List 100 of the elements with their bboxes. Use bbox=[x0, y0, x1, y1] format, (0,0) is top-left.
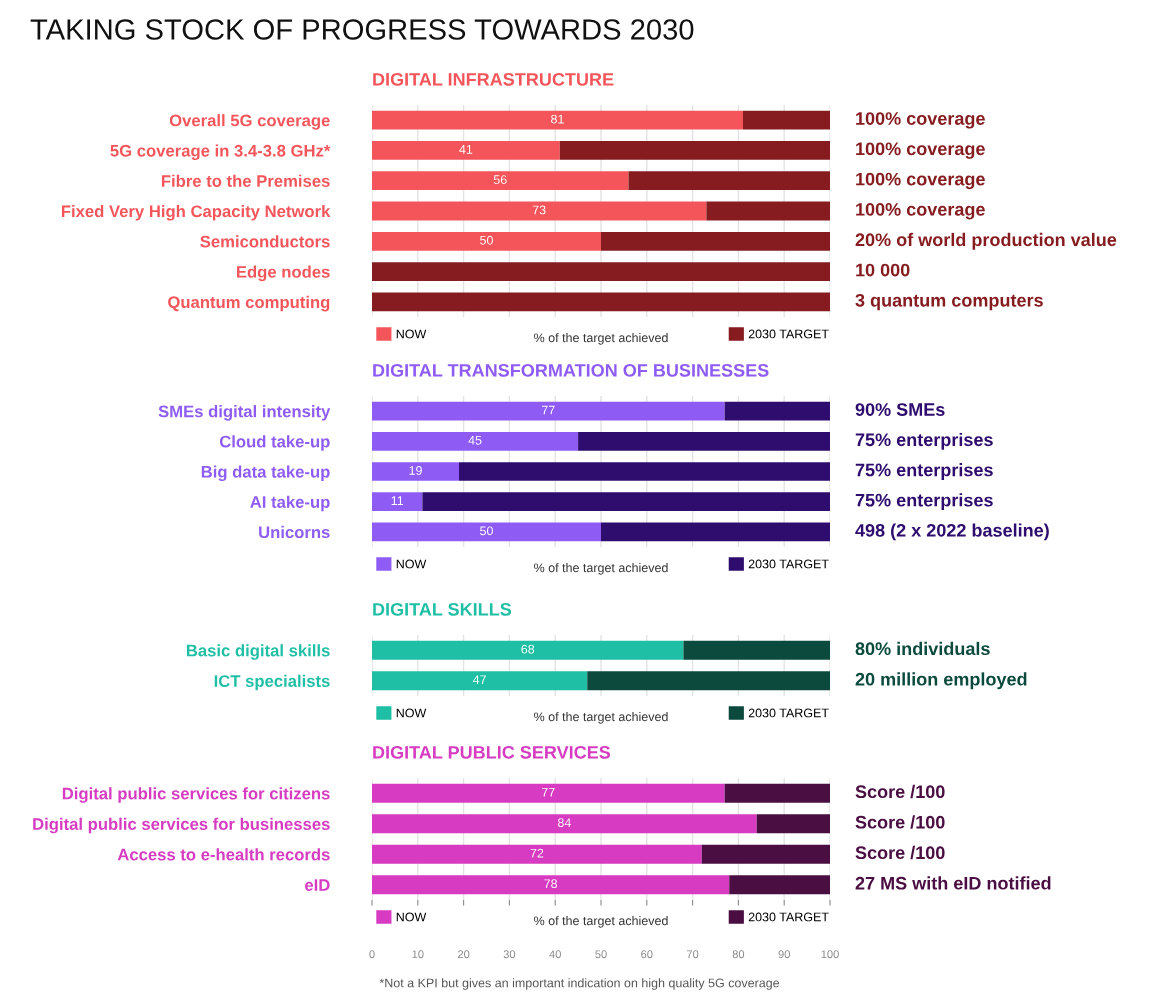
text: 100% coverage bbox=[856, 142, 985, 159]
bar bbox=[372, 292, 830, 312]
text: 75% enterprises bbox=[855, 463, 993, 480]
text: *Not a KPI but gives an important indication on high quality 5G coverage bbox=[379, 978, 780, 990]
x-tick-label: 50 bbox=[595, 950, 607, 959]
y-tick-label: eID bbox=[305, 879, 330, 891]
bar bbox=[372, 492, 423, 512]
bar bbox=[742, 110, 830, 130]
bar bbox=[724, 783, 830, 803]
data-label: 78 bbox=[544, 879, 558, 889]
bar bbox=[756, 814, 830, 834]
data-label: 77 bbox=[542, 787, 555, 797]
y-tick-label: AI take-up bbox=[250, 495, 330, 512]
x-axis-title: % of the target achieved bbox=[534, 333, 668, 345]
y-tick-label: Big data take-up bbox=[201, 465, 330, 482]
x-tick-label: 30 bbox=[503, 950, 516, 959]
legend-label: NOW bbox=[396, 912, 427, 922]
bar bbox=[372, 201, 707, 221]
bar bbox=[559, 141, 830, 160]
bar bbox=[372, 401, 725, 421]
text: 75% enterprises bbox=[855, 493, 993, 511]
text: Score /100 bbox=[855, 845, 945, 860]
text: Score /100 bbox=[855, 815, 945, 829]
x-axis-title: % of the target achieved bbox=[534, 712, 668, 724]
text: TAKING STOCK OF PROGRESS TOWARDS 2030 bbox=[30, 19, 694, 40]
x-tick-label: 10 bbox=[412, 950, 424, 959]
text: 100% coverage bbox=[856, 112, 985, 129]
x-tick-label: 20 bbox=[457, 950, 470, 959]
data-label: 56 bbox=[493, 175, 507, 185]
legend-label: NOW bbox=[396, 559, 427, 569]
text: 100% coverage bbox=[856, 202, 985, 220]
data-label: 81 bbox=[551, 114, 564, 124]
data-label: 41 bbox=[459, 145, 473, 154]
bar bbox=[372, 141, 560, 160]
text: 100% coverage bbox=[856, 172, 985, 190]
bar bbox=[701, 844, 830, 864]
bar bbox=[372, 814, 757, 834]
y-tick-label: Cloud take-up bbox=[219, 435, 330, 451]
x-tick-label: 0 bbox=[369, 950, 375, 959]
y-tick-label: Fibre to the Premises bbox=[161, 174, 330, 187]
x-axis-title: % of the target achieved bbox=[534, 563, 668, 575]
bar bbox=[601, 231, 830, 251]
bar bbox=[372, 171, 629, 191]
y-tick-label: Semiconductors bbox=[200, 235, 330, 248]
legend-label: 2030 TARGET bbox=[748, 912, 829, 922]
data-label: 47 bbox=[472, 675, 486, 684]
chart-title: DIGITAL PUBLIC SERVICES bbox=[373, 745, 611, 759]
bar bbox=[372, 431, 579, 451]
y-tick-label: Digital public services for businesses bbox=[33, 817, 330, 834]
x-tick-label: 90 bbox=[778, 950, 790, 959]
y-tick-label: Digital public services for citizens bbox=[62, 787, 330, 803]
text: 27 MS with eID notified bbox=[855, 876, 1051, 890]
x-tick-label: 70 bbox=[686, 950, 699, 959]
data-label: 84 bbox=[557, 818, 571, 828]
bar bbox=[372, 231, 601, 251]
chart-title: DIGITAL INFRASTRUCTURE bbox=[373, 72, 614, 86]
text: 10 000 bbox=[856, 263, 910, 277]
bar bbox=[422, 492, 830, 512]
y-tick-label: Access to e-health records bbox=[117, 848, 330, 861]
bar bbox=[372, 110, 743, 130]
data-label: 50 bbox=[480, 235, 493, 245]
chart-title: DIGITAL SKILLS bbox=[373, 602, 512, 616]
bar bbox=[372, 522, 601, 542]
legend-label: NOW bbox=[396, 329, 427, 339]
bar bbox=[706, 201, 830, 221]
text: 3 quantum computers bbox=[855, 293, 1043, 311]
y-tick-label: Basic digital skills bbox=[186, 644, 330, 660]
y-tick-label: 5G coverage in 3.4-3.8 GHz* bbox=[110, 144, 331, 160]
bar bbox=[372, 844, 702, 864]
data-label: 11 bbox=[391, 496, 404, 505]
y-tick-label: Unicorns bbox=[259, 525, 330, 539]
y-tick-label: Fixed Very High Capacity Network bbox=[61, 204, 331, 221]
legend-label: 2030 TARGET bbox=[748, 708, 829, 718]
bar bbox=[372, 783, 725, 803]
text: 498 (2 x 2022 baseline) bbox=[855, 523, 1049, 541]
bar bbox=[372, 262, 830, 281]
bar bbox=[372, 462, 460, 481]
chart-title: DIGITAL TRANSFORMATION OF BUSINESSES bbox=[373, 363, 769, 377]
bar bbox=[729, 875, 830, 895]
text: Score /100 bbox=[855, 784, 945, 799]
x-tick-label: 100 bbox=[821, 950, 839, 959]
bar bbox=[628, 171, 830, 191]
text: 20 million employed bbox=[855, 672, 1027, 690]
legend-label: NOW bbox=[396, 708, 427, 718]
bar bbox=[601, 522, 830, 542]
data-label: 77 bbox=[542, 405, 555, 415]
y-tick-label: ICT specialists bbox=[214, 674, 330, 691]
bar bbox=[459, 462, 830, 481]
data-label: 72 bbox=[530, 848, 544, 858]
data-label: 45 bbox=[468, 435, 482, 445]
data-label: 50 bbox=[480, 526, 493, 536]
text: 90% SMEs bbox=[855, 403, 945, 416]
y-tick-label: Edge nodes bbox=[237, 265, 330, 282]
x-tick-label: 60 bbox=[641, 950, 653, 959]
text: 75% enterprises bbox=[855, 432, 993, 450]
bar bbox=[724, 401, 830, 421]
bar bbox=[372, 875, 730, 895]
data-label: 73 bbox=[532, 205, 546, 215]
x-tick-label: 40 bbox=[549, 950, 561, 959]
bar bbox=[578, 431, 830, 451]
